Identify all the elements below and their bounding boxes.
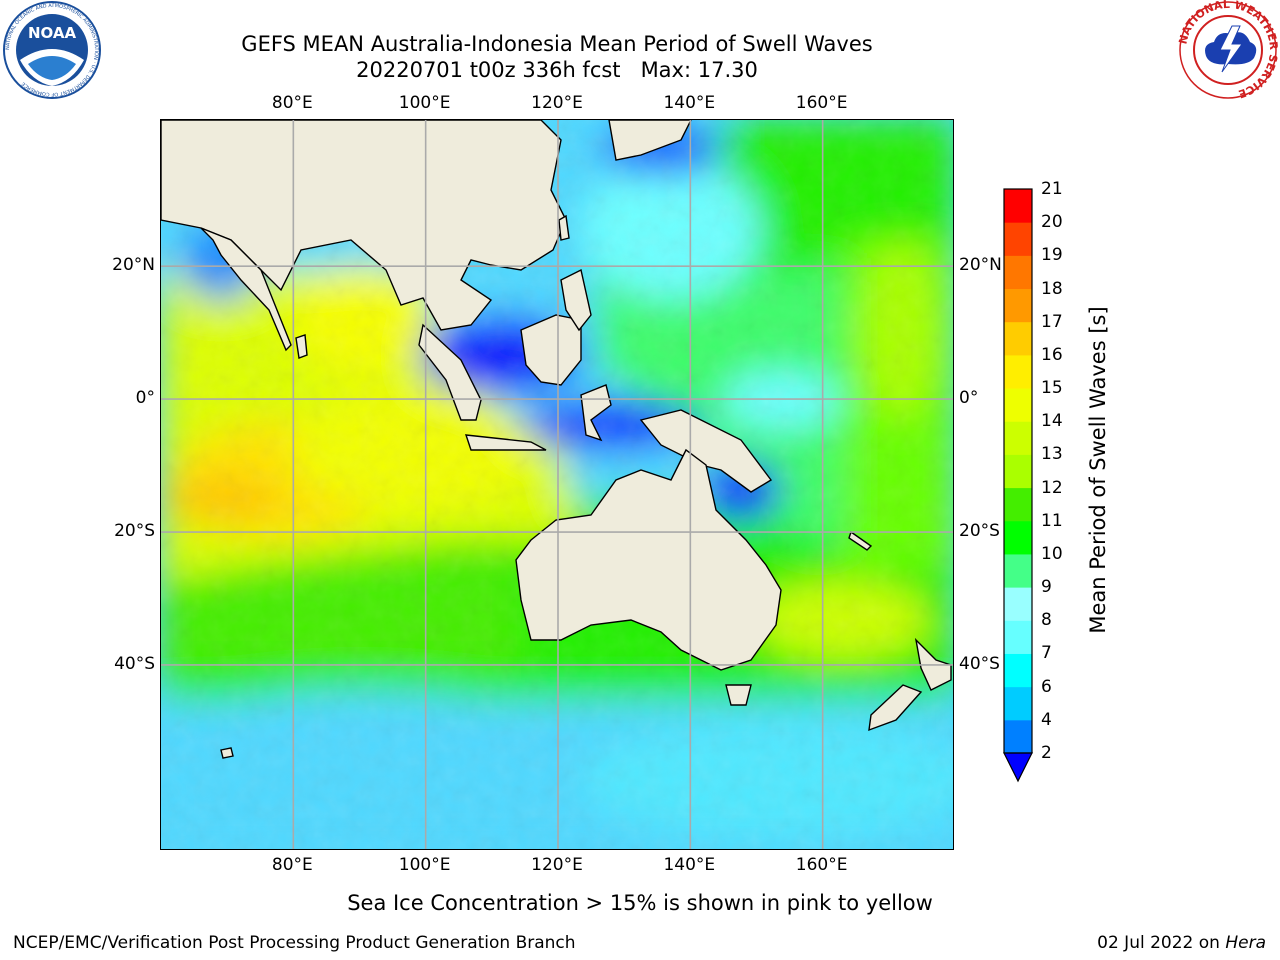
latitude-label: 20°N [959,255,1002,276]
colorbar-segment [1004,454,1032,489]
sri-lanka-land [295,334,308,359]
colorbar-segment [1004,354,1032,389]
colorbar-label: Mean Period of Swell Waves [s] [1086,306,1110,634]
footer-machine: Hera [1225,933,1266,953]
australia-land [515,448,782,671]
latitude-label: 20°S [959,521,1000,542]
longitude-label: 80°E [271,93,313,113]
longitude-label: 120°E [531,93,583,113]
longitude-label: 140°E [663,855,716,875]
land-masses [161,120,952,759]
colorbar-tick: 15 [1041,378,1063,399]
colorbar-tick: 11 [1041,510,1063,531]
sea-ice-note: Sea Ice Concentration > 15% is shown in … [347,891,933,915]
latitude-label: 20°S [114,521,155,542]
colorbar-segment [1004,421,1032,455]
longitude-label: 100°E [398,93,451,113]
colorbar-tick: 17 [1041,311,1063,332]
longitude-label: 100°E [398,855,451,875]
swell-period-field [161,120,953,849]
map-subtitle: 20220701 t00z 336h fcst Max: 17.30 [356,58,758,82]
kerguelen-land [220,747,234,759]
colorbar-segment [1004,388,1032,422]
colorbar-segment [1004,189,1032,223]
colorbar-tick: 18 [1041,278,1063,299]
noaa-logo-icon: NOAA NATIONAL OCEANIC AND ATMOSPHERIC AD… [3,1,101,99]
colorbar-tick: 21 [1041,179,1063,199]
latitude-label: 0° [959,388,979,409]
noaa-logo-text: NOAA [28,24,77,42]
longitude-label: 140°E [663,93,716,113]
colorbar-segment [1004,520,1032,555]
colorbar-tick: 10 [1041,543,1063,564]
colorbar-segment [1004,587,1032,621]
latitude-label: 40°S [959,653,1000,674]
colorbar-tick: 20 [1041,212,1063,233]
colorbar-segment [1004,719,1032,754]
longitude-label: 160°E [795,93,848,113]
colorbar-segment [1004,255,1032,290]
colorbar-segment [1004,553,1032,588]
colorbar-segment [1004,288,1032,323]
colorbar-segment [1004,653,1032,688]
sumatra-land [418,323,482,421]
longitude-label: 160°E [795,855,848,875]
japan-land [608,120,692,161]
graticule [161,120,953,849]
nws-logo-icon: NATIONAL WEATHER SERVICE [1178,0,1278,100]
india-land [200,227,292,352]
new-caledonia-land [848,530,873,551]
colorbar-tick: 9 [1041,577,1052,598]
colorbar-tick: 6 [1041,676,1052,697]
colorbar-segment [1004,487,1032,522]
colorbar-segment [1004,222,1032,256]
colorbar-tick: 16 [1041,344,1063,365]
longitude-label: 120°E [531,855,583,875]
colorbar-segment [1004,620,1032,654]
colorbar-tick: 14 [1041,411,1063,432]
footer-branch: NCEP/EMC/Verification Post Processing Pr… [13,933,576,953]
tasmania-land [725,684,752,706]
java-land [464,434,547,451]
latitude-label: 20°N [112,255,155,276]
colorbar-tick: 2 [1041,743,1052,763]
colorbar-tick: 12 [1041,477,1063,498]
colorbar-segment [1004,321,1032,356]
map-panel [160,119,954,850]
colorbar [1003,188,1033,783]
footer-date: 02 Jul 2022 on Hera [1097,933,1266,953]
latitude-label: 40°S [114,653,155,674]
borneo-land [520,314,582,386]
philippines-land [560,268,592,332]
colorbar-segment [1004,686,1032,721]
colorbar-tick: 4 [1041,709,1052,730]
colorbar-tick: 7 [1041,643,1052,664]
taiwan-land [558,214,570,241]
longitude-label: 80°E [271,855,313,875]
map-title: GEFS MEAN Australia-Indonesia Mean Perio… [241,32,873,56]
footer-date-text: 02 Jul 2022 on [1097,933,1226,953]
colorbar-tick: 13 [1041,444,1063,465]
new-guinea-land [639,409,773,493]
colorbar-tick: 8 [1041,610,1052,631]
new-zealand-south-land [868,684,923,732]
colorbar-tick: 19 [1041,245,1063,266]
latitude-label: 0° [135,388,155,409]
